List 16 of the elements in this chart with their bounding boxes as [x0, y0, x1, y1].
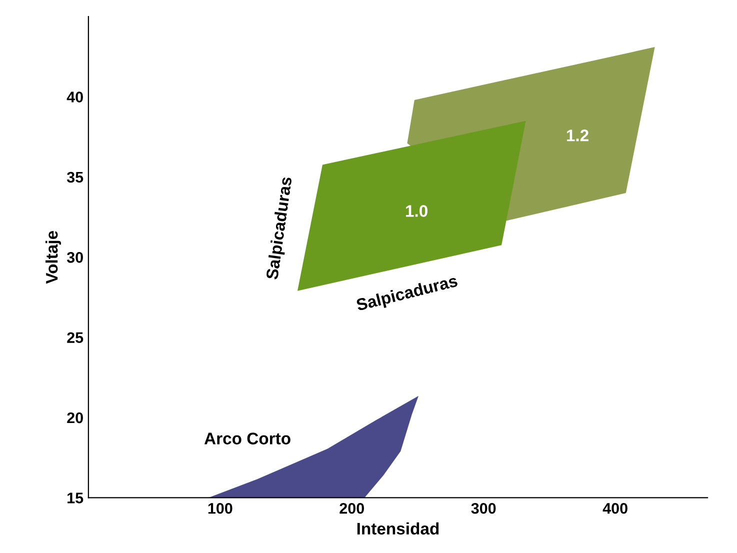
annotation: 1.2 — [566, 130, 588, 142]
x-tick-label: 300 — [471, 502, 496, 514]
y-tick-label: 40 — [66, 92, 83, 102]
y-tick-label: 30 — [66, 252, 83, 263]
y-tick-label: 15 — [68, 492, 84, 504]
y-axis-title: Voltaje — [45, 231, 62, 284]
annotation: Salpicaduras — [266, 176, 296, 280]
x-axis-title: Intensidad — [357, 522, 439, 535]
x-tick-label: 100 — [208, 502, 232, 514]
y-tick-label: 20 — [67, 412, 83, 424]
y-tick-label: 25 — [67, 332, 84, 344]
x-tick-label: 200 — [340, 502, 364, 514]
y-tick-label: 35 — [66, 172, 84, 183]
annotation: 1.0 — [406, 205, 428, 217]
x-tick-label: 400 — [602, 502, 628, 514]
annotation: Arco Corto — [204, 432, 290, 444]
